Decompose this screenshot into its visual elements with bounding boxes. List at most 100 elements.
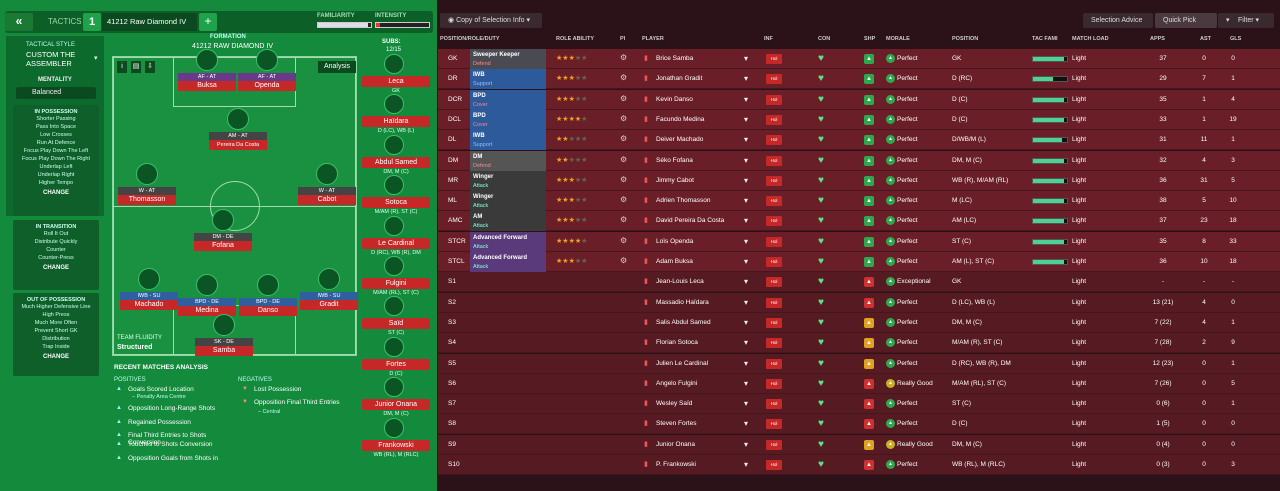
tab-tactics[interactable]: TACTICS <box>48 17 82 26</box>
sub-player[interactable]: Saïd ST (C) <box>362 318 430 338</box>
player-name[interactable]: Jonathan Gradit <box>656 75 703 83</box>
table-row[interactable]: DR IWB Support ★★★★★ ⚙ Jonathan Gradit ▮ ▾ Hol ♥ ▲… <box>438 69 1280 90</box>
pitch-player[interactable]: W - AT Cabot <box>298 187 356 205</box>
role-duty-dropdown[interactable]: Advanced Forward Attack <box>470 231 546 252</box>
table-row[interactable]: DL IWB Support ★★★★★ ⚙ Deiver Machado ▮ ▾ Hol ♥ ▲ ▲… <box>438 130 1280 151</box>
pi-icon[interactable]: ⚙ <box>620 215 628 225</box>
pitch-player[interactable]: BPD - DE Danso <box>239 298 297 316</box>
pitch-player[interactable]: BPD - DE Medina <box>178 298 236 316</box>
tactic-name-dropdown[interactable]: 41212 Raw Diamond IV <box>102 13 197 31</box>
column-header[interactable]: SHP <box>864 36 876 42</box>
player-name[interactable]: Séko Fofana <box>656 156 693 164</box>
sub-player[interactable]: Leca GK <box>362 76 430 96</box>
player-name[interactable]: Junior Onana <box>656 440 696 448</box>
role-duty-dropdown[interactable]: Sweeper Keeper Defend <box>470 49 546 69</box>
column-header[interactable]: MORALE <box>886 36 910 42</box>
selection-advice-button[interactable]: Selection Advice <box>1083 13 1153 28</box>
column-header[interactable]: GLS <box>1230 36 1242 42</box>
chevron-down-icon[interactable]: ▾ <box>744 236 749 246</box>
back-button[interactable]: « <box>5 13 33 31</box>
in-transition-change-button[interactable]: CHANGE <box>42 265 69 271</box>
column-header[interactable]: POSITION/ROLE/DUTY <box>440 36 500 42</box>
pi-icon[interactable]: ⚙ <box>620 256 628 265</box>
table-row[interactable]: DM DM Defend ★★★★★ ⚙ Séko Fofana ▮ ▾ Hol ♥ ▲ ▲ Perfe… <box>438 150 1280 171</box>
column-header[interactable]: AST <box>1200 36 1211 42</box>
sub-player[interactable]: Junior Onana DM, M (C) <box>362 399 430 419</box>
column-header[interactable]: ROLE ABILITY <box>556 36 594 42</box>
player-name[interactable]: Brice Samba <box>656 55 694 62</box>
role-duty-dropdown[interactable]: BPD Cover <box>470 89 546 110</box>
table-row[interactable]: S8 Steven Fortes ▮ ▾ Hol ♥ ▲ ▲ Perfect D (C) Light… <box>438 414 1280 435</box>
table-row[interactable]: STCL Advanced Forward Attack ★★★★★ ⚙ Adam Buk… <box>438 252 1280 272</box>
pi-icon[interactable]: ⚙ <box>620 73 628 83</box>
table-row[interactable]: STCR Advanced Forward Attack ★★★★★ ⚙ Loïs Ope… <box>438 231 1280 252</box>
player-name[interactable]: P. Frankowski <box>656 461 696 468</box>
table-row[interactable]: GK Sweeper Keeper Defend ★★★★★ ⚙ Brice Samba ▮… <box>438 49 1280 69</box>
player-name[interactable]: Salis Abdul Samed <box>656 318 711 326</box>
column-header[interactable]: PLAYER <box>642 36 664 42</box>
pitch-player[interactable]: W - AT Thomasson <box>118 187 176 205</box>
analysis-title[interactable]: RECENT MATCHES ANALYSIS <box>114 364 209 371</box>
chevron-down-icon[interactable]: ▾ <box>744 257 749 266</box>
table-row[interactable]: S6 Angelo Fulgini ▮ ▾ Hol ♥ ▲ ▲ Really Good M/AM … <box>438 373 1280 394</box>
table-row[interactable]: ML Winger Attack ★★★★★ ⚙ Adrien Thomasson ▮ ▾ Ho… <box>438 191 1280 212</box>
player-name[interactable]: Adrien Thomasson <box>656 197 711 205</box>
role-duty-dropdown[interactable]: Advanced Forward Attack <box>470 252 546 272</box>
analysis-button[interactable]: Analysis <box>318 61 356 73</box>
player-name[interactable]: Wesley Saïd <box>656 400 693 408</box>
player-name[interactable]: Angelo Fulgini <box>656 379 698 387</box>
sub-player[interactable]: Fortes D (C) <box>362 358 430 379</box>
chevron-down-icon[interactable]: ▾ <box>744 460 749 469</box>
table-row[interactable]: S1 Jean-Louis Leca ▮ ▾ Hol ♥ ▲ ▲ Exceptional GK Li… <box>438 272 1280 293</box>
table-row[interactable]: S7 Wesley Saïd ▮ ▾ Hol ♥ ▲ ▲ Perfect ST (C) Light 0… <box>438 394 1280 415</box>
player-name[interactable]: Julien Le Cardinal <box>656 359 709 367</box>
chevron-down-icon[interactable]: ▾ <box>744 317 749 327</box>
tactical-style-name[interactable]: CUSTOM THE ASSEMBLER <box>26 50 76 68</box>
export-icon[interactable]: ⇩ <box>145 61 155 73</box>
player-name[interactable]: Loïs Openda <box>656 237 694 245</box>
player-name[interactable]: Florian Sotoca <box>656 339 698 347</box>
pi-icon[interactable]: ⚙ <box>620 93 628 103</box>
table-row[interactable]: S10 P. Frankowski ▮ ▾ Hol ♥ ▲ ▲ Perfect WB (RL), … <box>438 455 1280 475</box>
column-header[interactable]: CON <box>818 36 831 42</box>
chevron-down-icon[interactable]: ▾ <box>744 74 749 84</box>
pitch-player[interactable]: IWB - SU Gradit <box>300 292 358 310</box>
pitch-player[interactable]: SK - DE Samba <box>195 338 253 356</box>
sub-player[interactable]: Sotoca M/AM (R), ST (C) <box>362 197 430 217</box>
role-duty-dropdown[interactable]: IWB Support <box>470 130 546 151</box>
table-row[interactable]: S9 Junior Onana ▮ ▾ Hol ♥ ▲ ▲ Really Good DM, M (… <box>438 434 1280 455</box>
player-name[interactable]: Kevin Danso <box>656 95 693 103</box>
column-header[interactable]: TAC FAMI <box>1032 36 1058 42</box>
chevron-down-icon[interactable]: ▾ <box>744 114 749 124</box>
pitch-player[interactable]: AF - AT Openda <box>238 73 296 91</box>
player-name[interactable]: Adam Buksa <box>656 258 693 265</box>
player-name[interactable]: Massadio Haïdara <box>656 298 709 306</box>
player-name[interactable]: Steven Fortes <box>656 420 697 428</box>
table-row[interactable]: AMC AM Attack ★★★★★ ⚙ David Pereira Da Costa ▮… <box>438 211 1280 232</box>
pi-icon[interactable]: ⚙ <box>620 113 628 123</box>
pitch-player[interactable]: DM - DE Fofana <box>194 233 252 251</box>
player-name[interactable]: Jean-Louis Leca <box>656 278 704 286</box>
table-row[interactable]: S2 Massadio Haïdara ▮ ▾ Hol ♥ ▲ ▲ Perfect D (LC),… <box>438 292 1280 313</box>
chevron-down-icon[interactable]: ▾ <box>744 54 749 63</box>
pitch-player[interactable]: IWB - SU Machado <box>120 292 178 310</box>
sub-player[interactable]: Frankowski WB (RL), M (RLC) <box>362 439 430 460</box>
player-name[interactable]: Jimmy Cabot <box>656 176 694 184</box>
quick-pick-button[interactable]: Quick Pick <box>1155 13 1217 28</box>
sub-player[interactable]: Fulgini M/AM (RL), ST (C) <box>362 278 430 298</box>
filter-button[interactable]: Filter ▾ <box>1230 13 1274 28</box>
chevron-down-icon[interactable]: ▾ <box>744 338 749 348</box>
column-header[interactable]: POSITION <box>952 36 979 42</box>
table-row[interactable]: S3 Salis Abdul Samed ▮ ▾ Hol ♥ ▲ ▲ Perfect DM, M … <box>438 312 1280 333</box>
chevron-down-icon[interactable]: ▾ <box>744 419 749 429</box>
chevron-down-icon[interactable]: ▾ <box>744 277 749 287</box>
column-header[interactable]: MATCH LOAD <box>1072 36 1109 42</box>
in-transition-panel[interactable]: IN TRANSITION Roll It Out Distribute Quic… <box>13 220 99 290</box>
pi-icon[interactable]: ⚙ <box>620 174 628 184</box>
player-name[interactable]: Deiver Machado <box>656 136 704 144</box>
chevron-down-icon[interactable]: ▾ <box>744 439 749 449</box>
chevron-down-icon[interactable]: ▾ <box>744 297 749 307</box>
table-row[interactable]: MR Winger Attack ★★★★★ ⚙ Jimmy Cabot ▮ ▾ Hol ♥ ▲ ▲ P… <box>438 170 1280 191</box>
role-duty-dropdown[interactable]: Winger Attack <box>470 170 546 191</box>
column-header[interactable]: APPS <box>1150 36 1165 42</box>
